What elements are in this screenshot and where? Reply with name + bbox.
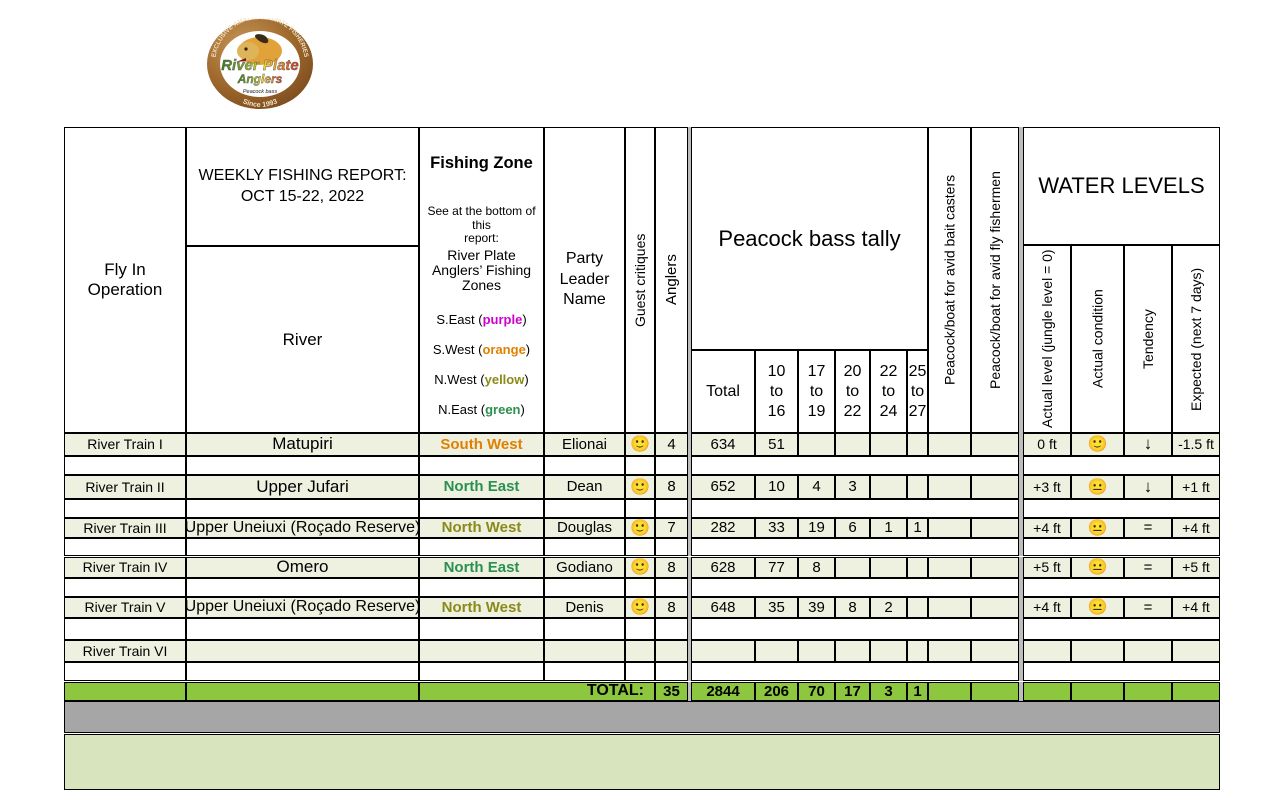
svg-text:Peacock bass: Peacock bass	[243, 89, 277, 95]
svg-text:Anglers: Anglers	[237, 72, 283, 86]
